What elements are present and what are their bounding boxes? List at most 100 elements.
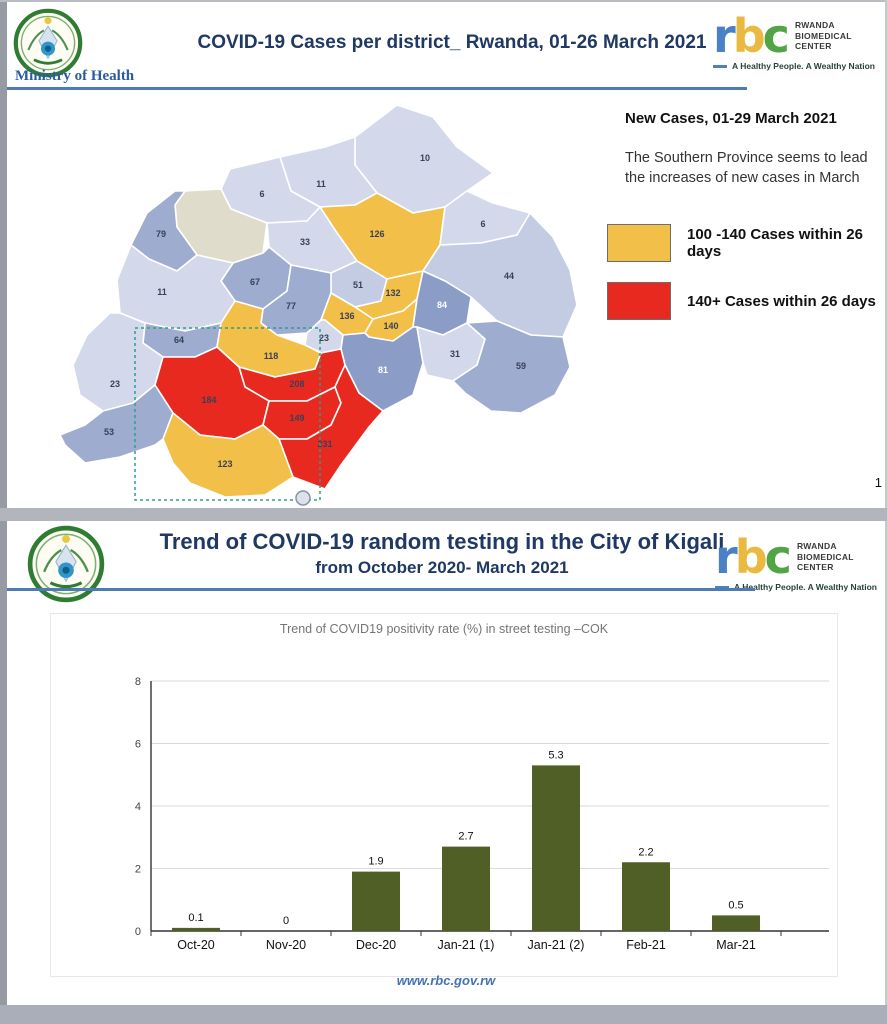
district-shape — [59, 384, 174, 464]
legend-label: 140+ Cases within 26 days — [687, 292, 876, 310]
district-shape — [278, 364, 384, 490]
header-rule — [7, 588, 755, 591]
ministry-of-health-label: Ministry of Health — [15, 68, 135, 84]
rbc-logo: rbc RWANDA BIOMEDICAL CENTER A Healthy P… — [713, 9, 875, 71]
rbc-tagline-dash-icon — [715, 585, 730, 589]
bar-Dec-20 — [352, 871, 400, 931]
rbc-name-line: CENTER — [794, 41, 832, 52]
x-category-label: Jan-21 (1) — [438, 938, 495, 952]
rbc-tagline-dash-icon — [713, 64, 728, 68]
district-shape — [452, 320, 571, 414]
district-case-count: 44 — [504, 271, 514, 281]
rbc-name: RWANDA BIOMEDICAL CENTER — [795, 20, 852, 52]
rbc-name-line: CENTER — [796, 562, 834, 573]
district-case-count: 208 — [289, 379, 304, 389]
bar-value-label: 2.7 — [458, 831, 473, 843]
bar-value-label: 2.2 — [638, 846, 653, 858]
bar-Jan-21 (2) — [532, 765, 580, 931]
bar-Jan-21 (1) — [442, 846, 490, 931]
district-case-count: 118 — [264, 351, 279, 361]
footer-website-link[interactable]: www.rbc.gov.rw — [7, 973, 885, 988]
district-shape — [162, 412, 294, 498]
bar-value-label: 0 — [283, 915, 289, 927]
district-case-count: 11 — [157, 287, 167, 297]
header-rule — [7, 87, 747, 90]
district-case-count: 136 — [339, 311, 354, 321]
bar-Feb-21 — [622, 862, 670, 931]
map-compass-icon — [295, 490, 311, 506]
district-case-count: 23 — [110, 379, 120, 389]
district-case-count: 126 — [369, 229, 384, 239]
map-notes: New Cases, 01-29 March 2021 The Southern… — [625, 110, 881, 188]
y-axis-tick-label: 6 — [135, 739, 141, 751]
rbc-tagline-text: A Healthy People. A Wealthy Nation — [734, 582, 877, 592]
slide-page-number: 1 — [874, 475, 882, 490]
ministry-of-health-logo — [27, 525, 105, 603]
slide2-title: Trend of COVID-19 random testing in the … — [159, 529, 725, 554]
legend-row-yellow: 100 -140 Cases within 26 days — [607, 224, 887, 262]
slide-covid-cases-map: Ministry of Health COVID-19 Cases per di… — [7, 2, 885, 508]
district-case-count: 11 — [316, 179, 326, 189]
rbc-name: RWANDA BIOMEDICAL CENTER — [797, 541, 854, 573]
district-case-count: 79 — [156, 229, 166, 239]
district-case-count: 51 — [353, 280, 363, 290]
slide-kigali-testing-trend: Trend of COVID-19 random testing in the … — [7, 521, 885, 1005]
rbc-tagline: A Healthy People. A Wealthy Nation — [713, 61, 875, 71]
legend-swatch-red — [607, 282, 671, 320]
ministry-of-health-logo: Ministry of Health — [13, 8, 134, 85]
district-case-count: 184 — [201, 395, 216, 405]
slide2-subtitle: from October 2020- March 2021 — [315, 558, 569, 577]
x-category-label: Oct-20 — [177, 938, 215, 952]
district-case-count: 149 — [289, 413, 304, 423]
notes-body: The Southern Province seems to lead the … — [625, 150, 868, 186]
district-case-count: 81 — [378, 365, 388, 375]
rbc-letters: rbc — [715, 530, 792, 584]
bar-Mar-21 — [712, 915, 760, 931]
district-case-count: 59 — [516, 361, 526, 371]
rwanda-district-map: 10 11 6 79 126 6 33 51 44 67 11 77 132 1… — [25, 95, 645, 515]
bar-value-label: 5.3 — [548, 749, 563, 761]
rbc-name-line: BIOMEDICAL — [796, 551, 854, 562]
legend-row-red: 140+ Cases within 26 days — [607, 282, 887, 320]
district-case-count: 132 — [385, 288, 400, 298]
district-case-count: 231 — [317, 439, 332, 449]
district-case-count: 31 — [450, 349, 460, 359]
rbc-letters: rbc — [713, 9, 790, 63]
page-top-border — [0, 0, 887, 2]
slide1-title: COVID-19 Cases per district_ Rwanda, 01-… — [197, 32, 707, 53]
southern-province-selection-box — [134, 327, 321, 501]
chart-title: Trend of COVID19 positivity rate (%) in … — [279, 622, 609, 636]
y-axis-tick-label: 2 — [135, 864, 141, 876]
district-case-count: 33 — [300, 237, 310, 247]
positivity-chart-panel: Trend of COVID19 positivity rate (%) in … — [50, 613, 838, 977]
y-axis-tick-label: 4 — [135, 801, 141, 813]
legend-swatch-yellow — [607, 224, 671, 262]
x-category-label: Nov-20 — [266, 938, 306, 952]
district-case-count: 10 — [420, 153, 430, 163]
district-case-count: 53 — [104, 427, 114, 437]
rbc-tagline-text: A Healthy People. A Wealthy Nation — [732, 61, 875, 71]
rbc-name-line: RWANDA — [796, 541, 837, 552]
bar-value-label: 1.9 — [368, 856, 383, 868]
y-axis-tick-label: 0 — [135, 926, 141, 938]
positivity-bar-chart: 0 2 4 6 8 0.1 Oct-20 0 Nov-20 1.9 Dec-20 2.7 Jan-21 … — [135, 676, 829, 952]
rbc-name-line: RWANDA — [794, 20, 835, 31]
x-category-label: Mar-21 — [716, 938, 756, 952]
notes-heading: New Cases, 01-29 March 2021 — [625, 110, 837, 127]
y-axis-tick-label: 8 — [135, 676, 141, 688]
x-category-label: Dec-20 — [356, 938, 396, 952]
page-bottom-bar — [0, 1005, 887, 1024]
bar-value-label: 0.5 — [728, 899, 743, 911]
slide-divider — [0, 508, 887, 521]
ministry-of-health-emblem-icon — [27, 525, 105, 603]
bar-value-label: 0.1 — [188, 912, 203, 924]
legend-label: 100 -140 Cases within 26 days — [687, 226, 863, 260]
district-case-count: 64 — [174, 335, 184, 345]
district-case-count: 140 — [383, 321, 398, 331]
map-legend: 100 -140 Cases within 26 days 140+ Cases… — [607, 224, 887, 340]
rbc-name-line: BIOMEDICAL — [794, 30, 852, 41]
rbc-website-url[interactable]: www.rbc.gov.rw — [396, 973, 496, 988]
district-case-count: 23 — [319, 333, 329, 343]
bar-Oct-20 — [172, 927, 220, 931]
district-case-count: 123 — [217, 459, 232, 469]
